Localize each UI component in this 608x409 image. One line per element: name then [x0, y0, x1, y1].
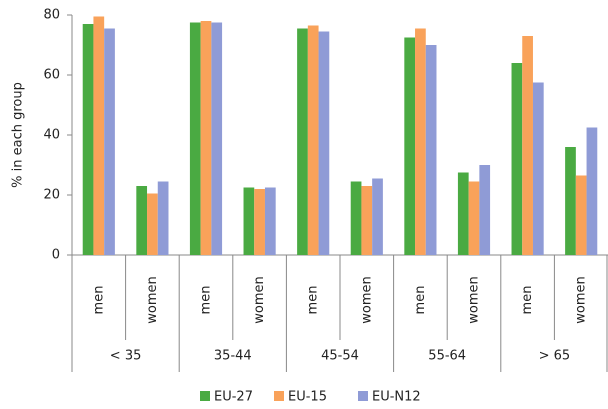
bar — [457, 172, 469, 255]
bar — [297, 28, 308, 255]
bar — [93, 16, 105, 255]
group-label: 35-44 — [214, 349, 252, 364]
bar — [404, 37, 416, 255]
bar — [200, 21, 212, 255]
legend-label: EU-15 — [288, 390, 327, 405]
bar — [318, 31, 330, 255]
x-tick-label: men — [91, 286, 106, 315]
x-tick-label: men — [306, 286, 321, 315]
x-tick-label: men — [520, 286, 535, 315]
bar — [479, 165, 491, 255]
x-tick-label: women — [574, 276, 589, 324]
bar — [243, 187, 255, 255]
x-tick-label: men — [199, 286, 214, 315]
bar — [211, 22, 223, 255]
bar — [104, 28, 115, 255]
group-label: 55-64 — [428, 349, 466, 364]
bar — [254, 189, 265, 255]
bar — [147, 193, 158, 255]
x-tick-label: women — [467, 276, 482, 324]
y-tick-label: 60 — [43, 68, 60, 83]
bar — [415, 28, 426, 255]
y-tick-label: 80 — [43, 8, 60, 23]
bar — [586, 127, 598, 255]
x-tick-label: women — [252, 276, 267, 324]
group-label: > 65 — [539, 349, 571, 364]
x-tick-label: women — [145, 276, 160, 324]
bar — [575, 175, 587, 255]
legend-swatch — [358, 391, 368, 401]
bar — [82, 24, 94, 255]
bar — [264, 187, 276, 255]
bar — [307, 25, 319, 255]
bar — [189, 22, 201, 255]
y-tick-label: 40 — [43, 128, 60, 143]
legend-label: EU-N12 — [372, 390, 421, 405]
bar — [425, 45, 437, 255]
y-tick-label: 0 — [52, 248, 60, 263]
x-tick-label: women — [359, 276, 374, 324]
bar — [565, 147, 576, 255]
y-tick-label: 20 — [43, 188, 60, 203]
group-label: < 35 — [110, 349, 142, 364]
bar — [136, 186, 148, 255]
bar — [157, 181, 169, 255]
legend-swatch — [274, 391, 284, 401]
bar — [468, 181, 480, 255]
bar — [361, 186, 373, 255]
bar — [511, 63, 523, 255]
bar — [372, 178, 383, 255]
legend-label: EU-27 — [214, 390, 253, 405]
bar — [532, 82, 544, 255]
group-label: 45-54 — [321, 349, 359, 364]
legend-swatch — [200, 391, 210, 401]
bar — [350, 181, 362, 255]
x-tick-label: men — [413, 286, 428, 315]
bar — [522, 36, 533, 255]
y-axis-label: % in each group — [11, 82, 26, 188]
